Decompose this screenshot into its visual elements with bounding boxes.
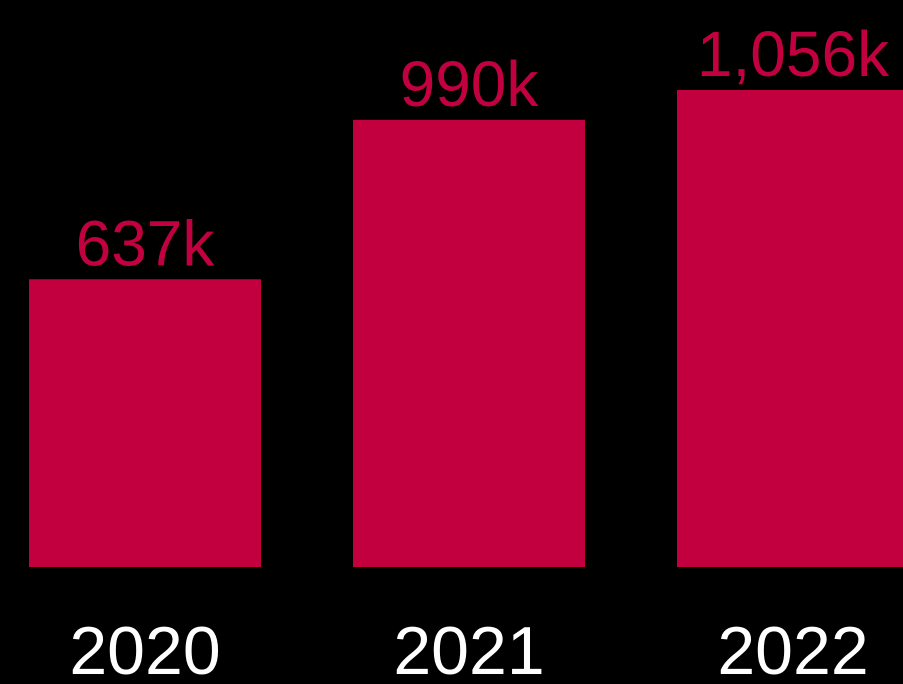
tick-label-2022: 2022 [717,613,868,684]
value-label-2021: 990k [400,48,540,120]
x-axis-tick-labels: 2020 2021 2022 [69,613,868,684]
bars-group [29,90,903,567]
bar-2022 [677,90,903,567]
tick-label-2021: 2021 [393,613,544,684]
bar-2020 [29,279,261,567]
value-labels-group: 637k 990k 1,056k [76,18,890,279]
value-label-2020: 637k [76,207,216,279]
value-label-2022: 1,056k [697,18,890,90]
tick-label-2020: 2020 [69,613,220,684]
bar-2021 [353,119,585,567]
